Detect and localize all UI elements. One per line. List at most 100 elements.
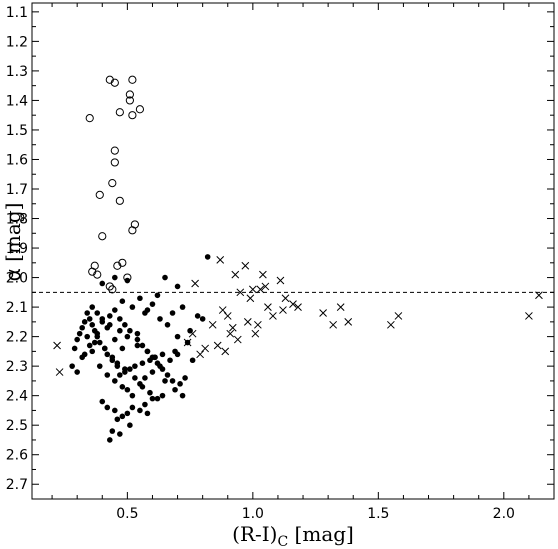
y-tick-label: 2.1 xyxy=(6,300,28,316)
filled-circle-point xyxy=(106,437,113,443)
open-circle-point xyxy=(105,282,114,291)
filled-circle-point xyxy=(139,342,146,349)
filled-circle-point xyxy=(189,357,196,364)
filled-circle-point xyxy=(104,372,111,378)
open-circle-point xyxy=(85,114,94,123)
cross-point xyxy=(394,312,403,320)
filled-circle-point xyxy=(89,322,96,328)
open-circle-point xyxy=(110,158,119,167)
cross-point xyxy=(269,312,277,320)
open-circle-point xyxy=(128,111,137,120)
filled-circle-point xyxy=(142,310,148,316)
filled-circle-point xyxy=(69,363,75,369)
cross-point xyxy=(241,261,250,270)
filled-circle-point xyxy=(109,354,116,361)
filled-circle-point xyxy=(144,410,151,417)
filled-circle-point xyxy=(81,351,88,358)
filled-circle-point xyxy=(167,357,173,364)
filled-circle-point xyxy=(172,386,178,393)
filled-circle-point xyxy=(129,304,136,310)
filled-circle-point xyxy=(132,375,138,381)
filled-circle-point xyxy=(114,360,121,366)
filled-circle-point xyxy=(81,319,88,325)
open-circle-point xyxy=(93,270,102,279)
filled-circle-point xyxy=(139,360,146,366)
filled-circle-point xyxy=(182,375,188,381)
filled-circle-point xyxy=(134,342,141,349)
x-tick-label: 1.5 xyxy=(367,506,389,522)
open-circle-point xyxy=(95,190,104,200)
cross-point xyxy=(191,279,199,288)
filled-circle-point xyxy=(149,301,156,307)
filled-circle-point xyxy=(86,316,93,322)
cross-point xyxy=(387,320,395,329)
filled-circle-point xyxy=(174,283,181,290)
x-axis-label-subscript: C xyxy=(277,534,288,549)
cross-point xyxy=(208,320,217,329)
cross-point xyxy=(226,329,235,338)
filled-circle-point xyxy=(114,416,121,423)
open-circle-point xyxy=(108,178,117,188)
cross-point xyxy=(525,312,533,320)
cross-point xyxy=(344,318,353,326)
filled-circle-point xyxy=(71,345,78,352)
open-circle-point xyxy=(135,105,145,114)
cross-point xyxy=(289,300,297,308)
filled-circle-point xyxy=(112,378,118,384)
open-circle-point xyxy=(110,78,119,87)
filled-circle-point xyxy=(154,292,161,299)
x-axis-label-main: (R-I) xyxy=(232,522,277,546)
y-tick-label: 1.3 xyxy=(6,64,28,80)
cross-point xyxy=(261,282,270,291)
filled-circle-point xyxy=(124,333,131,340)
filled-circle-point xyxy=(157,363,163,369)
filled-circle-point xyxy=(129,392,136,399)
filled-circle-point xyxy=(86,342,93,349)
cross-point xyxy=(221,347,230,356)
filled-circle-point xyxy=(152,354,158,361)
filled-circle-point xyxy=(84,310,91,316)
filled-circle-point xyxy=(112,336,118,343)
filled-circle-point xyxy=(109,428,116,434)
filled-circle-point xyxy=(79,324,85,331)
filled-circle-point xyxy=(127,422,133,428)
cross-point xyxy=(243,318,252,326)
cross-point xyxy=(329,320,338,329)
filled-circle-point xyxy=(134,336,141,343)
filled-circle-point xyxy=(162,378,168,384)
filled-circle-point xyxy=(119,413,126,420)
filled-circle-point xyxy=(119,345,126,352)
filled-circle-point xyxy=(94,310,101,316)
filled-circle-point xyxy=(124,386,131,393)
filled-circle-point xyxy=(117,316,123,322)
filled-circle-point xyxy=(119,384,126,390)
cross-point xyxy=(254,320,262,329)
filled-circle-point xyxy=(101,345,108,352)
y-tick-label: 2.3 xyxy=(6,359,28,375)
y-tick-label: 1.5 xyxy=(6,123,28,139)
filled-circle-point xyxy=(149,369,156,375)
filled-circle-point xyxy=(112,407,118,414)
axis-ticks xyxy=(32,3,555,500)
filled-circle-point xyxy=(194,313,201,319)
open-circle-point xyxy=(125,96,134,105)
y-tick-label: 1.8 xyxy=(6,212,28,228)
cross-point xyxy=(188,329,197,338)
filled-circle-point xyxy=(124,410,131,417)
cross-point xyxy=(336,303,345,311)
open-circle-point xyxy=(98,232,107,241)
open-circle-point xyxy=(113,261,122,270)
filled-circle-point xyxy=(89,348,96,355)
cross-point xyxy=(251,329,260,338)
y-tick-label: 1.9 xyxy=(6,241,28,257)
cross-point xyxy=(294,303,302,311)
filled-circle-point xyxy=(144,348,151,355)
filled-circle-point xyxy=(76,330,83,337)
cross-point xyxy=(213,341,222,350)
y-tick-label: 2.6 xyxy=(6,448,28,464)
filled-circle-point xyxy=(104,324,111,331)
open-circle-point xyxy=(108,285,117,294)
filled-circle-point xyxy=(96,339,103,346)
filled-circle-point xyxy=(169,310,176,316)
filled-circle-point xyxy=(117,327,123,334)
